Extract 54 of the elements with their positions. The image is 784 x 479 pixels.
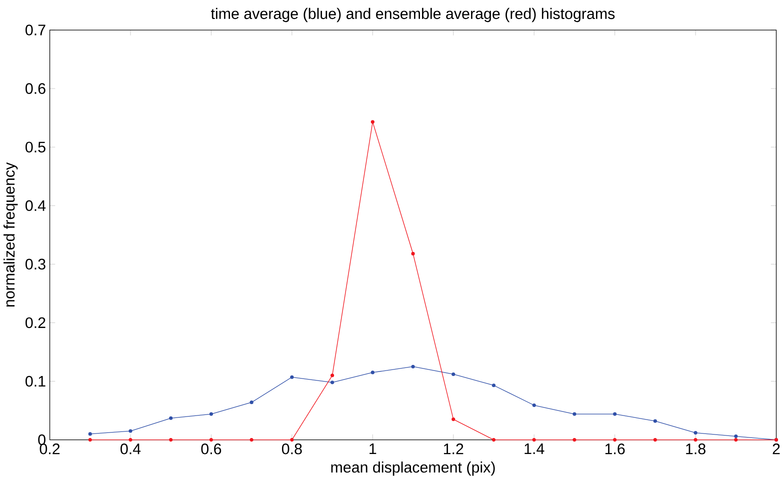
y-tick-label: 0.4 [26, 200, 46, 211]
point [532, 403, 536, 407]
y-tick-label: 0.5 [26, 142, 46, 152]
point [613, 438, 617, 442]
point [169, 416, 173, 420]
point [290, 375, 294, 379]
point [128, 438, 132, 442]
point [452, 417, 456, 422]
point [492, 438, 496, 442]
point [209, 438, 214, 442]
point [330, 380, 334, 384]
point [492, 383, 496, 388]
y-tick-label: 0.6 [26, 83, 46, 94]
x-tick-label: 1.2 [444, 443, 464, 454]
point [452, 372, 456, 376]
point [653, 438, 657, 442]
x-tick-label: 0.2 [40, 443, 60, 454]
point [250, 438, 254, 442]
point [169, 438, 173, 442]
point [250, 400, 254, 404]
x-tick-label: 1.4 [524, 443, 544, 454]
point [88, 438, 92, 442]
point [613, 412, 617, 416]
y-tick-label: 0.2 [26, 317, 46, 328]
x-tick-label: 1.8 [686, 443, 706, 454]
x-tick-label: 0.8 [282, 443, 302, 454]
point [370, 120, 374, 124]
point [532, 438, 536, 442]
x-tick-label: 0.6 [201, 443, 222, 454]
point [411, 364, 415, 368]
y-tick-label: 0.1 [26, 376, 46, 387]
point [734, 434, 738, 438]
point [209, 412, 214, 416]
x-tick-label: 2 [772, 443, 780, 454]
point [653, 419, 657, 423]
y-tick-label: 0.7 [26, 24, 46, 36]
y-axis-title: normalized frequency [4, 162, 18, 306]
x-axis-title: mean displacement (pix) [331, 461, 495, 476]
x-tick-label: 1 [370, 443, 376, 454]
point [370, 370, 374, 374]
y-tick-label: 0.3 [26, 258, 46, 270]
point [694, 438, 698, 442]
point [734, 438, 738, 442]
chart-title: time average (blue) and ensemble average (red) histograms [210, 8, 615, 22]
point [290, 438, 294, 442]
point [572, 438, 576, 442]
x-tick-label: 0.4 [120, 443, 141, 454]
point [572, 412, 576, 416]
point [88, 432, 92, 436]
x-tick-label: 1.6 [605, 443, 625, 454]
point [128, 429, 132, 433]
point [694, 430, 698, 434]
point [330, 374, 334, 378]
point [411, 252, 415, 256]
